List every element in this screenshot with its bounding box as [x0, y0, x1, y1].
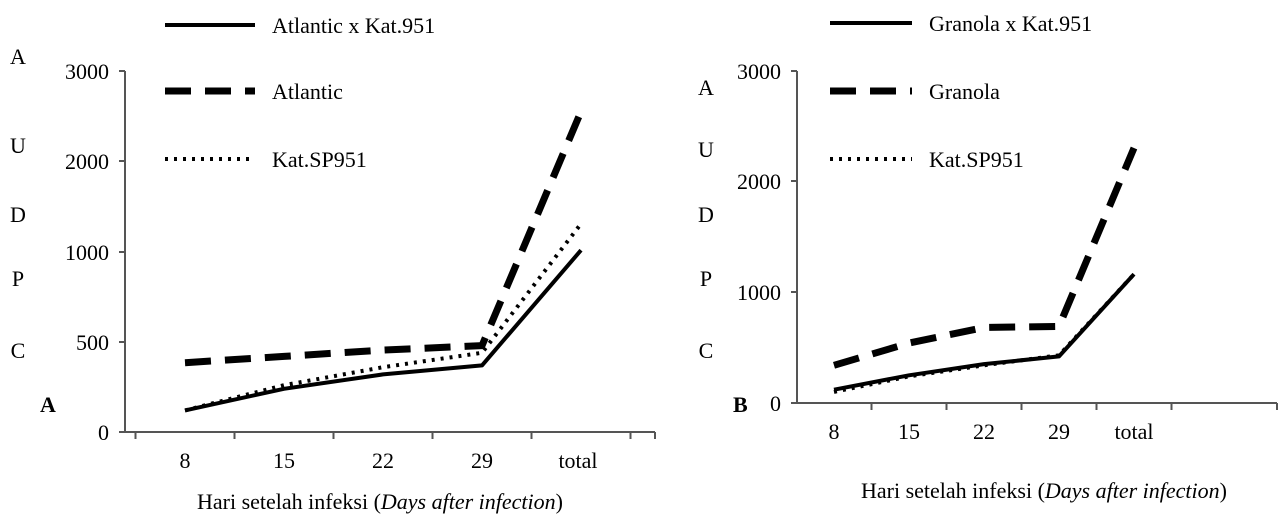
x-tick-label: 29	[471, 448, 493, 473]
x-tick-label: 22	[372, 448, 394, 473]
x-tick-label: 29	[1048, 419, 1070, 444]
ylabel-letter: U	[10, 133, 26, 158]
x-tick-label: 15	[898, 419, 920, 444]
y-tick-label: 0	[98, 420, 109, 445]
panel-label: A	[40, 392, 56, 417]
x-axis-label-italic: Days after infection	[1044, 478, 1220, 503]
x-tick-label: 8	[829, 419, 840, 444]
y-tick-label: 1000	[737, 280, 781, 305]
legend-label: Granola	[929, 79, 1000, 104]
y-tick-label: 1000	[65, 240, 109, 265]
y-tick-label: 3000	[65, 59, 109, 84]
y-tick-label: 2000	[65, 149, 109, 174]
ylabel-letter: P	[12, 266, 24, 291]
x-tick-label: total	[558, 448, 597, 473]
x-tick-label: 15	[273, 448, 295, 473]
x-axis-label: Hari setelah infeksi (Days after infecti…	[861, 478, 1227, 503]
ylabel-letter: A	[10, 44, 26, 69]
legend-label: Kat.SP951	[272, 147, 367, 172]
ylabel-letter: U	[698, 137, 714, 162]
chart-panel-b: A U D P C B 0 1000 2000 3000 8 15 22 29 total Hari sete…	[698, 11, 1278, 503]
series-line-dashed	[184, 110, 585, 367]
panel-label: B	[733, 392, 748, 417]
x-tick-label: 22	[973, 419, 995, 444]
chart-panel-a: A U D P C A 0 500 1000 2000 3000 8 15 22 29 total Hari s…	[10, 13, 656, 514]
ylabel-letter: A	[698, 75, 714, 100]
ylabel-letter: C	[11, 338, 26, 363]
x-axis-label-prefix: Hari setelah infeksi (	[197, 489, 381, 514]
x-axis-label-prefix: Hari setelah infeksi (	[861, 478, 1045, 503]
ylabel-letter: D	[698, 202, 714, 227]
series-line-dotted	[833, 272, 1136, 394]
series-line-solid	[184, 248, 583, 413]
y-tick-label: 3000	[737, 59, 781, 84]
x-axis-label-suffix: )	[556, 489, 563, 514]
legend-label: Atlantic	[272, 79, 343, 104]
legend-label: Granola x Kat.951	[929, 11, 1092, 36]
ylabel-letter: P	[700, 266, 712, 291]
legend-label: Kat.SP951	[929, 147, 1024, 172]
ylabel-letter: C	[699, 338, 714, 363]
y-tick-label: 0	[770, 391, 781, 416]
series-line-solid	[833, 272, 1136, 392]
x-axis-label-italic: Days after infection	[380, 489, 556, 514]
x-tick-label: 8	[180, 448, 191, 473]
series-line-dashed	[833, 146, 1138, 369]
y-tick-label: 500	[76, 330, 109, 355]
x-tick-label: total	[1114, 419, 1153, 444]
x-axis-label-suffix: )	[1220, 478, 1227, 503]
ylabel-letter: D	[10, 202, 26, 227]
x-axis-label: Hari setelah infeksi (Days after infecti…	[197, 489, 563, 514]
legend-label: Atlantic x Kat.951	[272, 13, 435, 38]
y-tick-label: 2000	[737, 169, 781, 194]
